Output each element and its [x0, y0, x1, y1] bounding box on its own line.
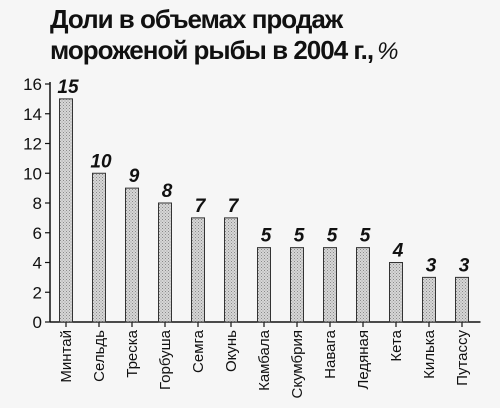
- data-label: 9: [129, 166, 140, 187]
- bar: [455, 276, 469, 323]
- bar: [389, 262, 403, 323]
- y-tick-label: 2: [33, 283, 42, 302]
- bar: [224, 217, 238, 323]
- bar: [59, 98, 73, 323]
- category-label: Горбуша: [157, 329, 174, 390]
- bar: [125, 187, 139, 323]
- category-label: Ледяная: [355, 330, 372, 389]
- category-label: Килька: [421, 329, 438, 379]
- data-label: 5: [327, 226, 338, 247]
- data-label: 5: [294, 226, 305, 247]
- data-label: 7: [195, 196, 207, 217]
- category-label: Сельдь: [91, 330, 108, 382]
- data-label: 4: [392, 241, 404, 262]
- y-tick-label: 0: [33, 313, 42, 332]
- category-label: Камбала: [256, 329, 273, 391]
- bar: [323, 247, 337, 323]
- category-label: Семга: [190, 329, 207, 373]
- data-label: 5: [261, 226, 272, 247]
- data-label: 7: [228, 196, 240, 217]
- category-label: Скумбрия: [289, 330, 306, 398]
- category-label: Минтай: [58, 330, 75, 383]
- y-tick-label: 8: [33, 194, 42, 213]
- data-label: 3: [459, 255, 470, 276]
- bar: [422, 276, 436, 323]
- y-tick-label: 12: [23, 135, 42, 154]
- title-unit: %: [377, 38, 398, 65]
- category-label: Окунь: [223, 330, 240, 372]
- bar: [356, 247, 370, 323]
- chart-labels: 15 Минтай 10 Сельдь 9 Треска 8 Горбуша 7 Семга 7 Ок…: [57, 77, 471, 399]
- y-tick-label: 6: [33, 224, 42, 243]
- bar: [92, 172, 106, 323]
- y-tick-label: 10: [23, 164, 42, 183]
- title-line-1: Доли в объемах продаж: [50, 4, 343, 34]
- title-line-2: мороженой рыбы в 2004 г.,: [50, 35, 374, 65]
- category-label: Кета: [388, 329, 405, 361]
- bar: [290, 247, 304, 323]
- chart-axes: 0 2 4 6 8 10 12 14 16: [23, 75, 481, 332]
- chart-bars: [59, 98, 469, 323]
- y-tick-label: 4: [33, 254, 42, 273]
- category-label: Путассу: [454, 330, 471, 386]
- data-label: 5: [360, 226, 371, 247]
- data-label: 8: [162, 181, 173, 202]
- y-tick-label: 14: [23, 105, 42, 124]
- chart-title: Доли в объемах продаж мороженой рыбы в 2…: [50, 4, 398, 67]
- category-label: Треска: [124, 329, 141, 377]
- category-label: Навага: [322, 329, 339, 378]
- bar: [257, 247, 271, 323]
- bar: [191, 217, 205, 323]
- bar: [158, 202, 172, 323]
- data-label: 10: [90, 151, 112, 172]
- data-label: 15: [57, 77, 79, 98]
- y-tick-label: 16: [23, 75, 42, 94]
- data-label: 3: [426, 255, 437, 276]
